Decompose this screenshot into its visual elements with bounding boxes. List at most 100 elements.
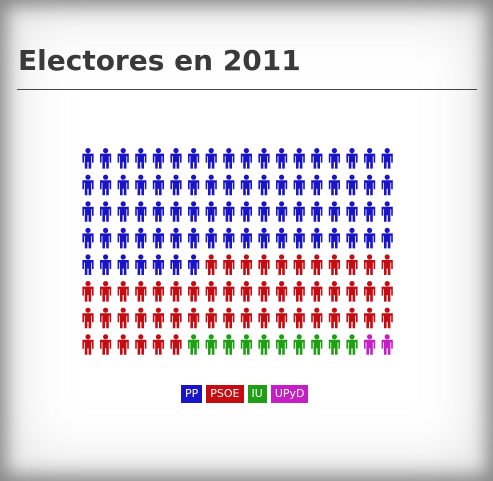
person-icon-pp [223, 201, 235, 222]
person-icon-psoe [152, 334, 164, 355]
person-icon-psoe [205, 254, 217, 275]
person-icon-pp [170, 227, 182, 249]
person-icon-pp [188, 201, 200, 222]
person-icon-psoe [311, 254, 323, 275]
legend-item-iu: IU [247, 385, 267, 403]
person-icon-iu [240, 334, 252, 355]
person-icon-psoe [381, 254, 393, 275]
person-icon-psoe [82, 334, 94, 355]
person-icon-psoe [240, 281, 252, 302]
person-icon-pp [381, 227, 393, 249]
person-icon-psoe [276, 281, 288, 302]
person-icon-psoe [328, 307, 340, 329]
person-icon-pp [258, 174, 270, 196]
person-icon-psoe [135, 307, 147, 329]
person-icon-pp [293, 174, 305, 196]
person-icon-pp [188, 227, 200, 249]
person-icon-psoe [364, 281, 376, 302]
person-icon-pp [188, 148, 200, 169]
person-icon-pp [293, 201, 305, 222]
person-icon-psoe [346, 307, 358, 329]
person-icon-pp [135, 201, 147, 222]
person-icon-psoe [82, 307, 94, 329]
person-icon-pp [82, 201, 94, 222]
person-icon-psoe [135, 334, 147, 355]
person-icon-pp [152, 201, 164, 222]
person-icon-psoe [188, 307, 200, 329]
person-icon-iu [311, 334, 323, 355]
person-icon-pp [100, 148, 112, 169]
person-icon-pp [240, 174, 252, 196]
person-icon-pp [135, 174, 147, 196]
person-icon-pp [364, 201, 376, 222]
person-icon-pp [82, 254, 94, 275]
person-icon-psoe [293, 281, 305, 302]
person-icon-psoe [240, 307, 252, 329]
person-icon-psoe [364, 307, 376, 329]
person-icon-pp [205, 201, 217, 222]
person-icon-psoe [346, 281, 358, 302]
person-icon-pp [170, 201, 182, 222]
person-icon-psoe [117, 307, 129, 329]
legend-item-upyd: UPyD [270, 385, 309, 403]
person-icon-psoe [258, 281, 270, 302]
person-icon-pp [328, 148, 340, 169]
person-icon-psoe [328, 254, 340, 275]
person-icon-pp [100, 227, 112, 249]
person-icon-psoe [188, 281, 200, 302]
person-icon-pp [188, 174, 200, 196]
person-icon-iu [258, 334, 270, 355]
person-icon-pp [328, 227, 340, 249]
person-icon-pp [346, 148, 358, 169]
person-icon-pp [188, 254, 200, 275]
person-icon-pp [170, 254, 182, 275]
chart-title: Electores en 2011 [18, 44, 301, 77]
person-icon-psoe [364, 254, 376, 275]
person-icon-psoe [100, 307, 112, 329]
person-icon-psoe [381, 281, 393, 302]
person-icon-pp [100, 201, 112, 222]
person-icon-pp [293, 148, 305, 169]
person-icon-pp [117, 201, 129, 222]
person-icon-iu [293, 334, 305, 355]
person-icon-pp [205, 148, 217, 169]
person-icon-psoe [223, 281, 235, 302]
person-icon-pp [117, 254, 129, 275]
person-icon-psoe [205, 281, 217, 302]
person-icon-pp [100, 174, 112, 196]
person-icon-psoe [276, 307, 288, 329]
person-icon-pp [346, 201, 358, 222]
person-icon-pp [82, 148, 94, 169]
person-icon-pp [205, 174, 217, 196]
pictogram-chart [82, 148, 393, 355]
person-icon-psoe [223, 307, 235, 329]
person-icon-psoe [328, 281, 340, 302]
person-icon-pp [346, 174, 358, 196]
person-icon-psoe [170, 281, 182, 302]
person-icon-pp [346, 227, 358, 249]
person-icon-psoe [293, 307, 305, 329]
person-icon-psoe [152, 281, 164, 302]
person-icon-psoe [100, 281, 112, 302]
person-icon-pp [223, 174, 235, 196]
person-icon-pp [100, 254, 112, 275]
legend-item-psoe: PSOE [206, 385, 244, 403]
person-icon-psoe [223, 254, 235, 275]
person-icon-pp [276, 148, 288, 169]
person-icon-psoe [381, 307, 393, 329]
person-icon-pp [205, 227, 217, 249]
person-icon-pp [135, 227, 147, 249]
person-icon-pp [135, 254, 147, 275]
person-icon-psoe [82, 281, 94, 302]
person-icon-iu [205, 334, 217, 355]
person-icon-pp [240, 148, 252, 169]
person-icon-pp [293, 227, 305, 249]
person-icon-psoe [346, 254, 358, 275]
person-icon-psoe [240, 254, 252, 275]
person-icon-pp [152, 174, 164, 196]
person-icon-pp [311, 227, 323, 249]
person-icon-pp [240, 201, 252, 222]
person-icon-pp [170, 148, 182, 169]
person-icon-psoe [135, 281, 147, 302]
